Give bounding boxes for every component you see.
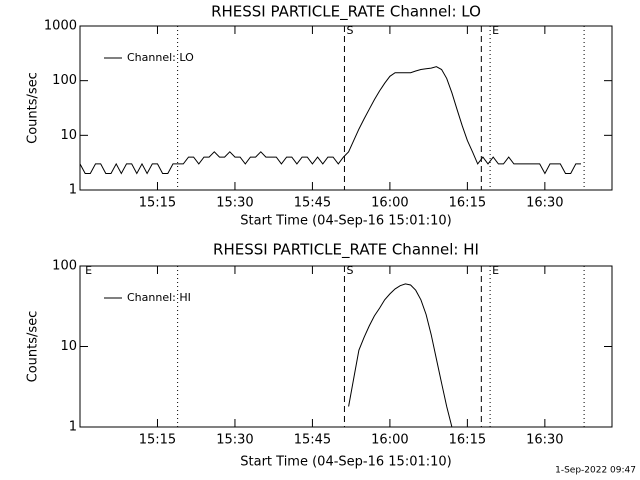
x-tick-label: 16:00 bbox=[371, 433, 408, 448]
y-tick-label: 100 bbox=[52, 259, 77, 274]
y-axis-label: Counts/sec bbox=[26, 72, 41, 144]
chart-title: RHESSI PARTICLE_RATE Channel: LO bbox=[211, 3, 481, 22]
annotation: S bbox=[346, 264, 353, 277]
chart-title: RHESSI PARTICLE_RATE Channel: HI bbox=[213, 241, 479, 260]
y-tick-label: 100 bbox=[52, 73, 77, 88]
series-line bbox=[79, 66, 581, 175]
legend-label: Channel: HI bbox=[127, 291, 191, 304]
x-tick-label: 15:30 bbox=[216, 196, 253, 211]
plot-frame bbox=[79, 25, 613, 191]
x-tick-label: 16:30 bbox=[526, 196, 563, 211]
legend-label: Channel: LO bbox=[127, 51, 194, 64]
series-line bbox=[348, 283, 453, 428]
x-tick-label: 16:00 bbox=[371, 196, 408, 211]
y-tick-label: 1 bbox=[69, 420, 77, 435]
footer: 1-Sep-2022 09:47 bbox=[555, 466, 636, 476]
y-tick-label: 10 bbox=[60, 128, 77, 143]
x-tick-label: 16:15 bbox=[449, 433, 486, 448]
x-axis-label: Start Time (04-Sep-16 15:01:10) bbox=[240, 455, 451, 470]
x-tick-label: 16:30 bbox=[526, 433, 563, 448]
x-tick-label: 15:45 bbox=[294, 196, 331, 211]
y-tick-label: 1000 bbox=[44, 19, 77, 34]
annotation: E bbox=[85, 264, 92, 277]
x-tick-label: 16:15 bbox=[449, 196, 486, 211]
x-axis-label: Start Time (04-Sep-16 15:01:10) bbox=[240, 214, 451, 229]
x-tick-label: 15:15 bbox=[139, 433, 176, 448]
annotation: E bbox=[492, 264, 499, 277]
y-tick-label: 10 bbox=[60, 339, 77, 354]
x-tick-label: 15:45 bbox=[294, 433, 331, 448]
annotation: E bbox=[492, 24, 499, 37]
y-axis-label: Counts/sec bbox=[26, 311, 41, 383]
y-tick-label: 1 bbox=[69, 183, 77, 198]
x-tick-label: 15:30 bbox=[216, 433, 253, 448]
annotation: S bbox=[346, 24, 353, 37]
x-tick-label: 15:15 bbox=[139, 196, 176, 211]
